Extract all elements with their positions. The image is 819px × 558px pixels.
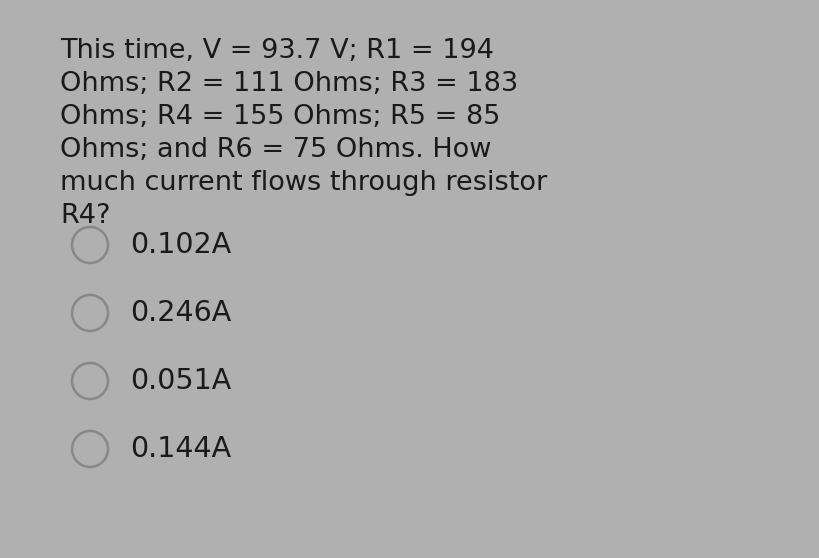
Text: Ohms; R4 = 155 Ohms; R5 = 85: Ohms; R4 = 155 Ohms; R5 = 85 — [60, 104, 500, 130]
Text: 0.144A: 0.144A — [130, 435, 231, 463]
Text: Ohms; R2 = 111 Ohms; R3 = 183: Ohms; R2 = 111 Ohms; R3 = 183 — [60, 71, 518, 97]
Text: This time, V = 93.7 V; R1 = 194: This time, V = 93.7 V; R1 = 194 — [60, 38, 493, 64]
Text: Ohms; and R6 = 75 Ohms. How: Ohms; and R6 = 75 Ohms. How — [60, 137, 491, 163]
Text: 0.051A: 0.051A — [130, 367, 231, 395]
Text: 0.102A: 0.102A — [130, 231, 231, 259]
Text: 0.246A: 0.246A — [130, 299, 231, 327]
Text: much current flows through resistor: much current flows through resistor — [60, 170, 546, 196]
Text: R4?: R4? — [60, 203, 111, 229]
